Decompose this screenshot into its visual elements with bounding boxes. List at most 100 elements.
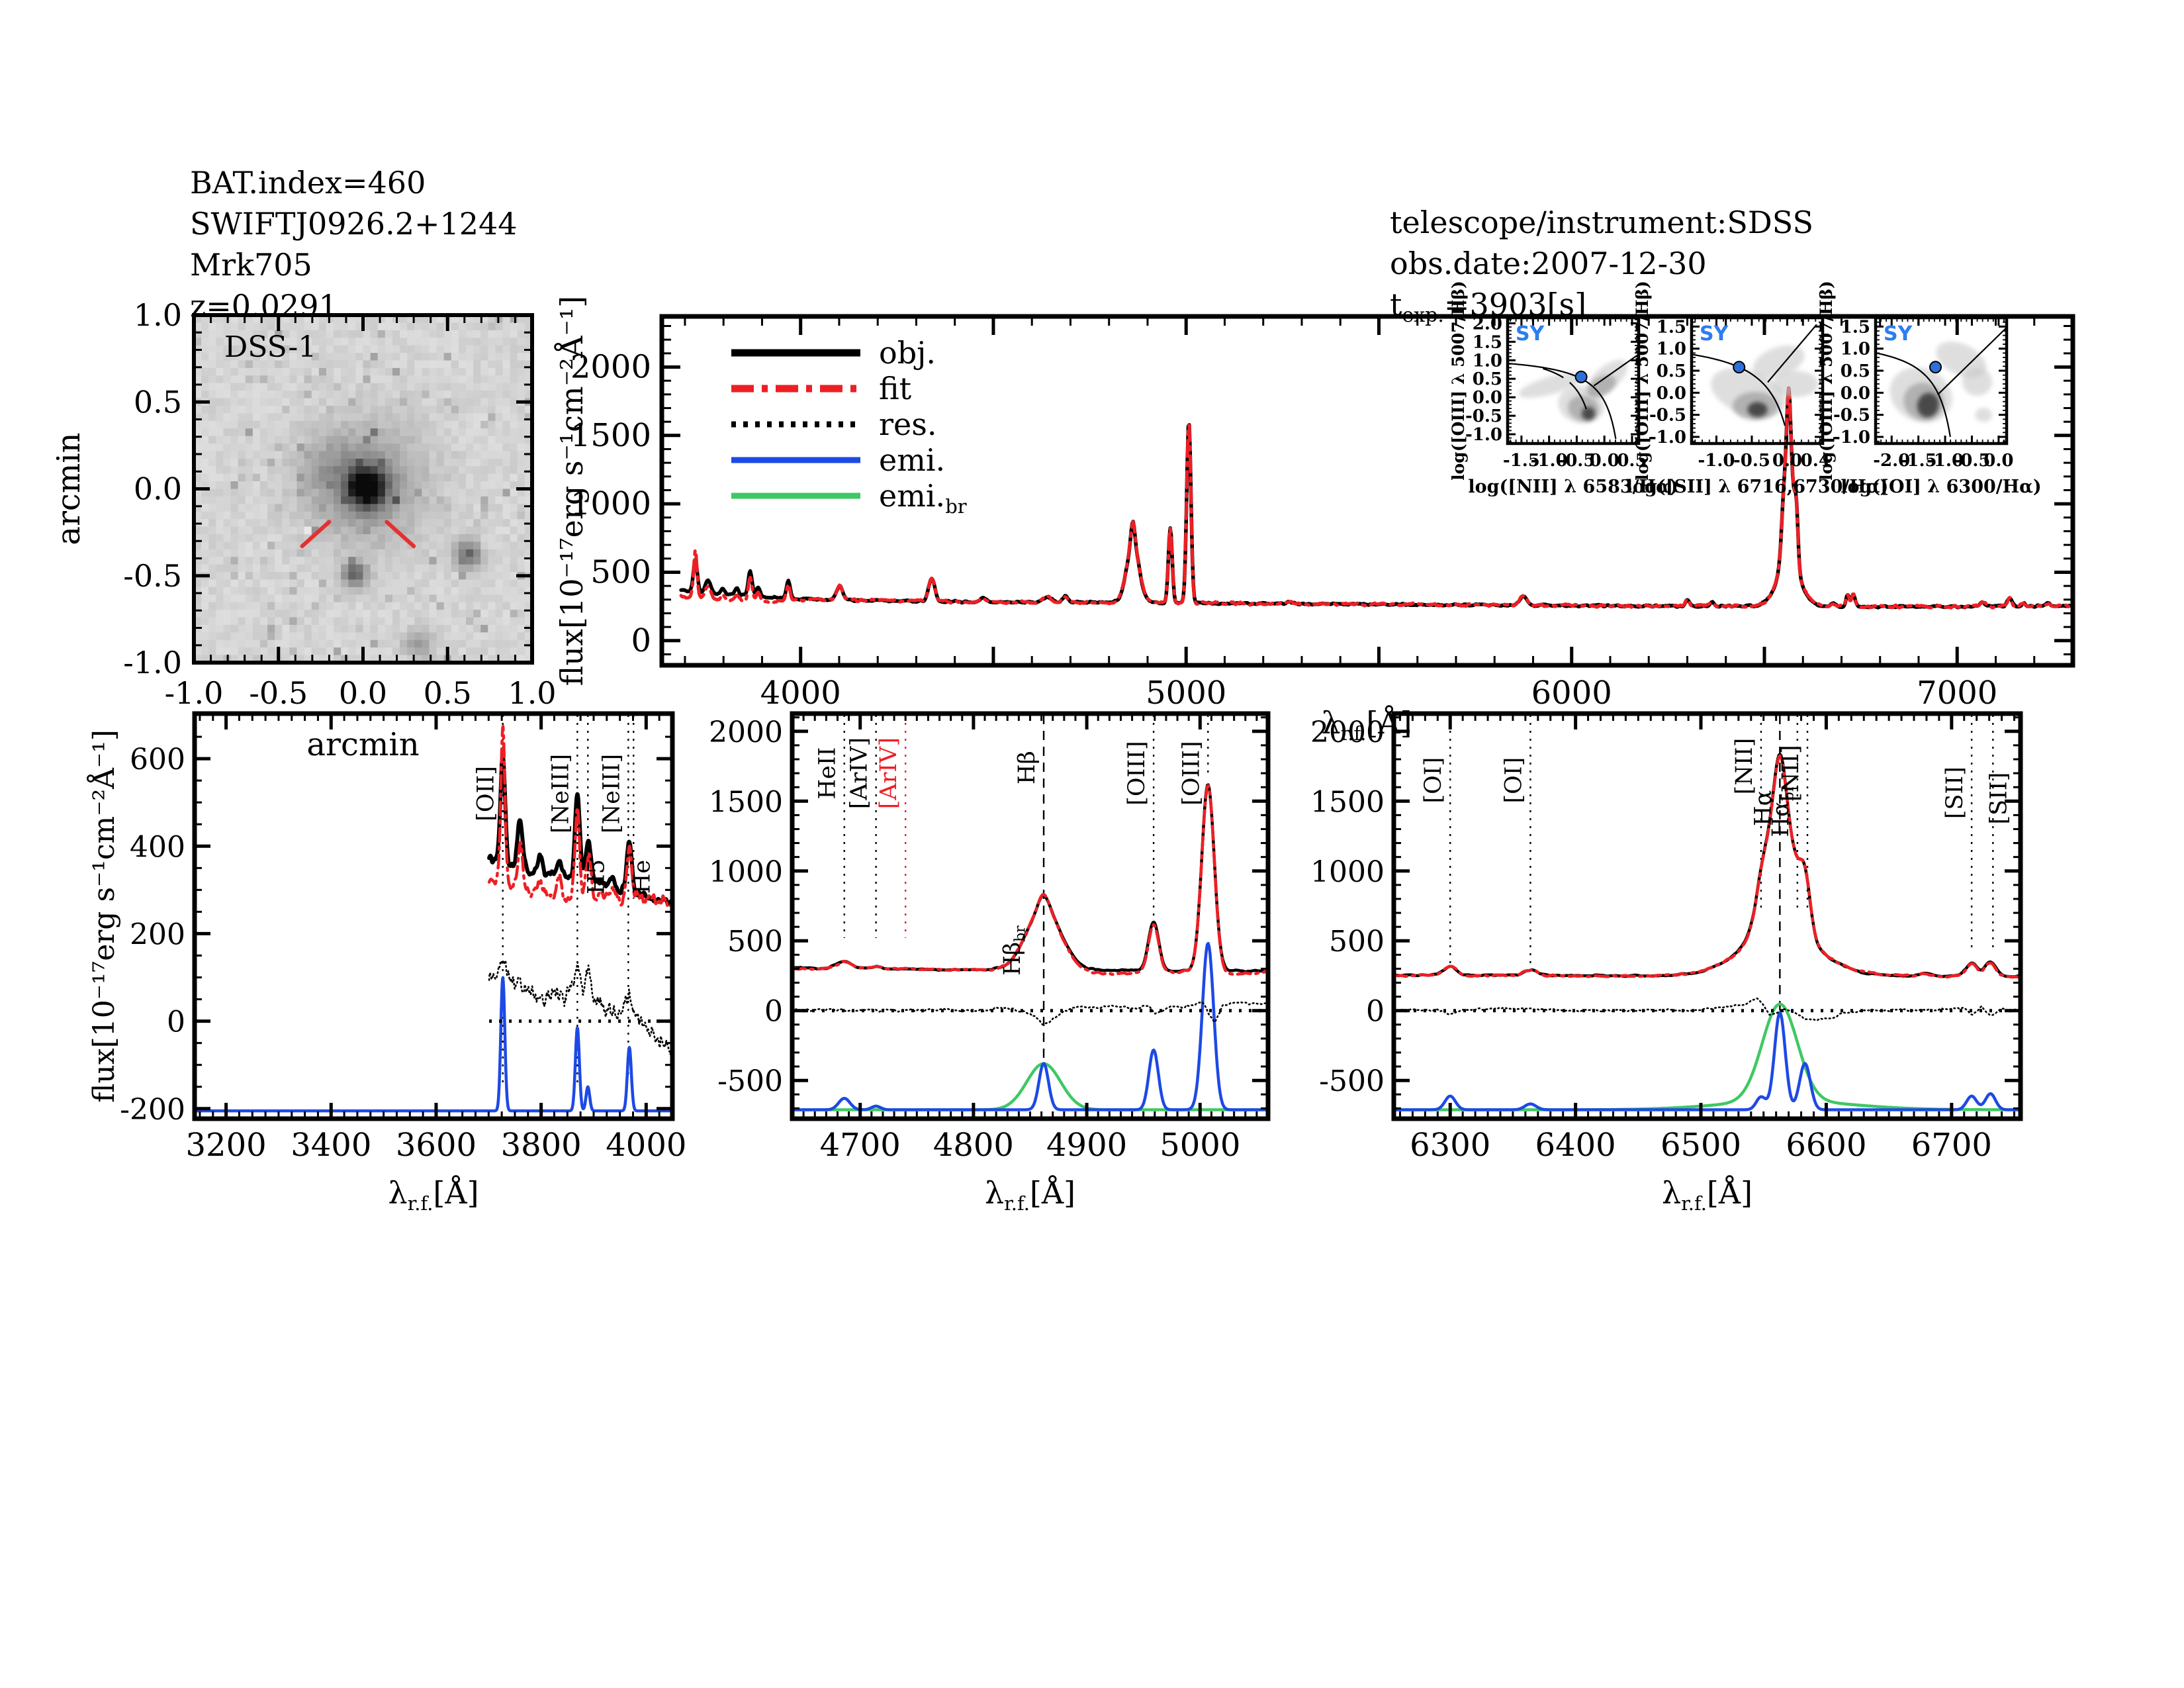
- zoom-x-tick: 4000: [606, 1127, 686, 1164]
- fit-curve: [679, 387, 2074, 610]
- zoom-y-tick: 0: [1366, 995, 1385, 1029]
- bpt-y-tick: 1.5: [1657, 317, 1686, 337]
- bpt-y-tick: -0.5: [1465, 406, 1502, 426]
- bpt-y-tick: 1.0: [1841, 340, 1870, 359]
- marker-label: HeII: [815, 747, 841, 800]
- legend-label-2: res.: [879, 406, 936, 442]
- zoom-x-tick: 4800: [933, 1127, 1014, 1164]
- marker-label: [OI]: [1420, 757, 1447, 804]
- bpt-x-axis-label: log([SII] λ 6716,6730/Hα): [1626, 477, 1889, 497]
- bpt-inset-sii: SY-1.0-0.5 0.00.4-1.0-0.50.00.51.01.5log(…: [1626, 281, 1889, 497]
- zoom-y-tick: 1000: [1310, 855, 1385, 889]
- bpt-demarcation-curve: [1767, 324, 1817, 383]
- dss-y-tick: 0.5: [134, 384, 182, 420]
- bpt-y-tick: -0.5: [1833, 406, 1870, 426]
- bpt-class-tag: SY: [1884, 322, 1913, 346]
- bpt-x-tick: 0.4: [1801, 451, 1831, 471]
- main-x-tick: 4000: [760, 675, 841, 712]
- zoom-x-axis-label: λr.f.[Å]: [985, 1174, 1075, 1215]
- main-x-tick: 7000: [1917, 675, 1997, 712]
- zoom-y-tick: 2000: [709, 716, 783, 749]
- zoom-x-tick: 4900: [1046, 1127, 1127, 1164]
- zoom-y-tick: -200: [120, 1093, 185, 1127]
- res-curve: [1392, 997, 2021, 1021]
- dss-image-label: DSS-1: [224, 330, 316, 364]
- zoom-x-tick: 3200: [186, 1127, 267, 1164]
- bpt-x-tick: -0.5: [1733, 451, 1770, 471]
- bpt-x-axis-label: log([OI] λ 6300/Hα): [1841, 477, 2041, 497]
- bat-index: BAT.index=460: [190, 165, 426, 201]
- bpt-x-tick: -1.0: [1927, 451, 1964, 471]
- main-x-tick: 6000: [1531, 675, 1612, 712]
- bpt-demarcation-curve: [1876, 352, 1951, 438]
- bpt-y-tick: -1.0: [1649, 428, 1686, 447]
- bpt-y-tick: 0.5: [1473, 369, 1502, 389]
- bpt-demarcation-curve: [1543, 368, 1564, 379]
- zoom-y-tick: 400: [130, 830, 185, 864]
- marker-label: Hβbr: [999, 925, 1029, 976]
- bpt-demarcation-curve: [1937, 327, 2007, 395]
- zoom-x-tick: 6300: [1410, 1127, 1490, 1164]
- zoom-y-tick: 1000: [709, 855, 783, 889]
- marker-label: [OI]: [1500, 757, 1527, 804]
- bpt-data-point: [1574, 370, 1588, 383]
- zoom-y-tick: 200: [130, 917, 185, 951]
- bpt-y-tick: 0.5: [1841, 361, 1870, 381]
- zoom-x-tick: 6700: [1911, 1127, 1992, 1164]
- zoom-x-axis-label: λr.f.[Å]: [1662, 1174, 1752, 1215]
- density-contours: [1711, 345, 1819, 420]
- bpt-x-tick: -1.0: [1698, 451, 1735, 471]
- dss-image: [194, 315, 533, 663]
- zoom-y-tick: 0: [764, 995, 783, 1029]
- density-contours: [1518, 359, 1628, 424]
- legend-label-1: fit: [879, 371, 912, 406]
- marker-label: [OIII]: [1178, 741, 1205, 805]
- bpt-y-tick: 1.0: [1657, 340, 1686, 359]
- zoom-y-tick: 600: [130, 743, 185, 776]
- zoom-x-tick: 5000: [1160, 1127, 1240, 1164]
- bpt-demarcation-curve: [1594, 354, 1639, 387]
- line-markers: [1449, 715, 1994, 1015]
- main-x-axis-label: λr.f.[Å]: [1321, 704, 1412, 745]
- dss-target-marker: [300, 520, 332, 549]
- marker-label: Hβ: [1014, 751, 1040, 784]
- zoom-y-axis-label: flux[10⁻¹⁷erg s⁻¹cm⁻²Å⁻¹]: [86, 729, 121, 1103]
- dss-y-tick: -0.5: [123, 558, 182, 594]
- dss-x-tick: -1.0: [165, 675, 224, 711]
- fit-curve: [487, 725, 674, 908]
- zoom-x-axis-label: λr.f.[Å]: [388, 1174, 478, 1215]
- bpt-class-tag: SY: [1516, 322, 1545, 346]
- marker-label: [NII]: [1778, 745, 1804, 802]
- bpt-demarcation-curve: [1569, 382, 1587, 410]
- zoom-x-tick: 3400: [291, 1127, 371, 1164]
- bpt-y-tick: -1.0: [1465, 425, 1502, 445]
- bpt-x-tick: -1.0: [1531, 451, 1568, 471]
- bpt-y-tick: 1.0: [1473, 351, 1502, 371]
- zoom-y-tick: 2000: [1310, 716, 1385, 749]
- zoom-x-tick: 6600: [1786, 1127, 1866, 1164]
- main-y-tick: 0: [631, 622, 651, 659]
- main-spectrum-panel: 4000 5000 6000 7000 0 500 1000 1500 2000flux[10⁻…: [553, 296, 2075, 745]
- telescope-instrument: telescope/instrument:SDSS: [1390, 205, 1813, 240]
- line-markers: [843, 715, 1209, 1064]
- main-x-tick: 5000: [1146, 675, 1226, 712]
- marker-label: [ArIV]: [846, 737, 873, 809]
- bpt-x-tick: -1.5: [1900, 451, 1937, 471]
- emi-br-curve: [1392, 1002, 2021, 1111]
- marker-label: Hαbr: [1768, 784, 1797, 837]
- bpt-x-axis-label: log([NII] λ 6583/Hα): [1468, 477, 1678, 497]
- bpt-y-axis-label: log([OIII] λ 5007/Hβ): [1449, 281, 1468, 481]
- main-y-axis-label: flux[10⁻¹⁷erg s⁻¹cm⁻²Å⁻¹]: [553, 296, 590, 686]
- main-y-tick: 2000: [570, 348, 651, 385]
- marker-label: [SII]: [1985, 773, 2012, 825]
- line-markers: [502, 715, 635, 1087]
- dss-x-axis-label: arcmin: [306, 726, 419, 763]
- bpt-data-point: [1733, 361, 1746, 374]
- bpt-x-tick: -2.0: [1873, 451, 1910, 471]
- marker-label: [NII]: [1731, 738, 1758, 795]
- bpt-y-tick: -0.5: [1649, 406, 1686, 426]
- zoom-y-tick: -500: [1319, 1064, 1385, 1098]
